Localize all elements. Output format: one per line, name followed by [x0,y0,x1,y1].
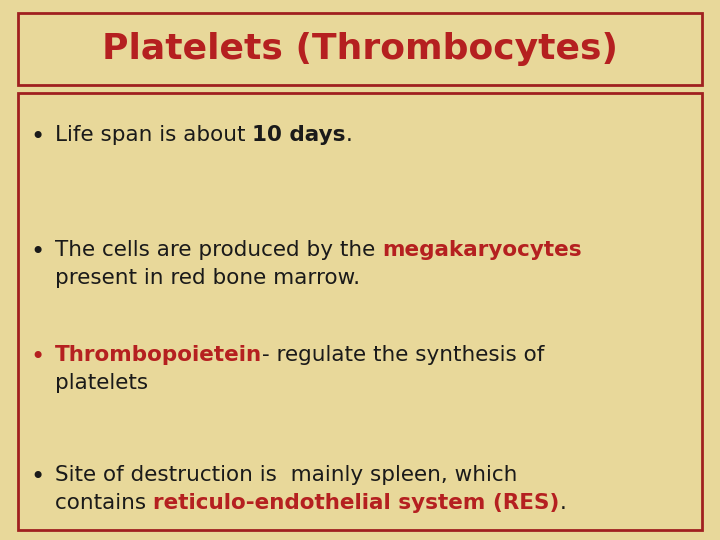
Text: •: • [30,240,44,264]
Text: •: • [30,465,44,489]
Text: 10 days: 10 days [253,125,346,145]
Text: Platelets (Thrombocytes): Platelets (Thrombocytes) [102,32,618,66]
Text: .: . [559,493,566,513]
Text: reticulo-endothelial system (RES): reticulo-endothelial system (RES) [153,493,559,513]
Text: •: • [30,125,44,149]
Text: platelets: platelets [55,373,148,393]
Bar [18,13,702,85]
Text: •: • [30,345,44,369]
Text: contains: contains [55,493,153,513]
Text: Thrombopoietein: Thrombopoietein [55,345,262,365]
Text: - regulate the synthesis of: - regulate the synthesis of [262,345,544,365]
Text: The cells are produced by the: The cells are produced by the [55,240,382,260]
Text: .: . [346,125,353,145]
Text: Life span is about: Life span is about [55,125,253,145]
Text: megakaryocytes: megakaryocytes [382,240,582,260]
Text: Site of destruction is  mainly spleen, which: Site of destruction is mainly spleen, wh… [55,465,518,485]
Text: present in red bone marrow.: present in red bone marrow. [55,268,360,288]
Bar [18,93,702,530]
